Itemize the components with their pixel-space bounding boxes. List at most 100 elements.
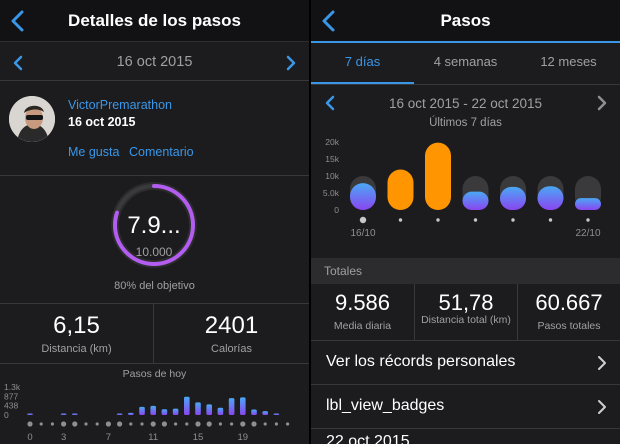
gauge-progress-arc — [113, 184, 195, 266]
page-title: Detalles de los pasos — [68, 11, 241, 30]
totals-section-header: Totales — [311, 258, 620, 284]
day-marker — [436, 218, 440, 222]
x-end-label: 22/10 — [575, 228, 600, 239]
x-tick-label: 19 — [238, 432, 249, 443]
username-link[interactable]: VictorPremarathon — [68, 98, 172, 112]
x-tick-label: 3 — [61, 432, 66, 443]
hourly-bar — [184, 396, 190, 415]
hourly-bar — [273, 413, 280, 415]
hour-marker — [27, 421, 33, 427]
hourly-chart-title: Pasos de hoy — [122, 368, 187, 380]
daily-step-bar — [500, 186, 526, 210]
daily-average-label: Media diaria — [333, 320, 392, 332]
daily-step-bar — [537, 186, 564, 210]
hourly-bar — [150, 405, 156, 415]
total-distance-label: Distancia total (km) — [421, 314, 511, 326]
x-tick-label: 7 — [106, 432, 111, 443]
daily-step-bar — [425, 142, 451, 210]
hourly-bar — [206, 404, 212, 415]
hour-marker — [140, 422, 144, 426]
steps-summary-screen: Pasos 7 días 4 semanas 12 meses 16 oct 2… — [311, 0, 620, 444]
distance-value: 6,15 — [53, 312, 100, 339]
hourly-bar — [116, 413, 123, 415]
hour-marker — [161, 421, 167, 427]
calories-value: 2401 — [204, 312, 259, 339]
daily-step-bar — [462, 191, 489, 210]
calories-label: Calorías — [211, 343, 252, 355]
hour-marker — [105, 421, 111, 427]
hour-marker — [185, 422, 189, 426]
previous-day-chevron-icon[interactable] — [10, 55, 26, 71]
daily-step-bar — [387, 169, 414, 210]
comment-button[interactable]: Comentario — [129, 145, 194, 159]
x-start-label: 16/10 — [350, 228, 375, 239]
hour-marker — [230, 422, 234, 426]
hourly-bar — [139, 406, 145, 415]
divider — [517, 284, 518, 340]
tab-7-days[interactable]: 7 días — [344, 54, 381, 69]
day-marker — [586, 218, 590, 222]
gauge-goal-value: 10.000 — [135, 245, 173, 259]
personal-records-row[interactable]: Ver los récords personales — [311, 340, 620, 384]
date-range: 16 oct 2015 - 22 oct 2015 — [388, 96, 543, 111]
daily-step-bar — [575, 198, 601, 210]
gauge-step-value: 7.9... — [127, 212, 181, 239]
daily-step-bar — [350, 183, 376, 210]
hourly-bar — [195, 402, 201, 415]
daily-average-value: 9.586 — [334, 290, 391, 315]
hourly-bar — [262, 411, 268, 415]
next-range-chevron-icon[interactable] — [594, 95, 610, 111]
y-tick-label: 0 — [334, 205, 339, 215]
header-bar: Pasos — [311, 0, 620, 42]
hour-marker — [251, 421, 257, 427]
active-tab-indicator — [311, 82, 414, 84]
next-date-row[interactable]: 22 oct 2015 — [326, 433, 410, 444]
y-tick-label: 20k — [325, 137, 339, 147]
hour-marker — [286, 422, 290, 426]
header-accent-line — [311, 41, 620, 43]
hour-marker — [117, 421, 123, 427]
totals-label: Totales — [324, 264, 363, 278]
tab-12-months[interactable]: 12 meses — [540, 54, 597, 69]
like-button[interactable]: Me gusta — [68, 145, 120, 159]
hourly-bar — [217, 407, 224, 415]
hourly-bar — [60, 413, 67, 415]
distance-label: Distancia (km) — [41, 343, 112, 355]
x-tick-label: 11 — [148, 432, 158, 443]
y-tick-label: 0 — [4, 410, 9, 420]
hour-marker — [50, 422, 55, 426]
hourly-bar — [240, 397, 246, 415]
view-badges-row[interactable]: lbl_view_badges — [311, 384, 620, 428]
hourly-bar — [72, 413, 78, 415]
avatar[interactable] — [9, 96, 55, 142]
weekly-steps-chart[interactable]: 20k 15k 10k 5.0k 0 16/10 22/10 — [311, 134, 620, 242]
divider — [414, 284, 415, 340]
hour-marker — [129, 422, 133, 426]
step-goal-gauge[interactable] — [106, 177, 202, 273]
hourly-bar — [27, 413, 33, 415]
hour-marker — [218, 422, 222, 426]
page-title: Pasos — [440, 11, 491, 30]
x-tick-label: 0 — [27, 432, 32, 443]
hour-marker — [206, 421, 212, 427]
back-chevron-icon[interactable] — [4, 6, 32, 36]
back-chevron-icon[interactable] — [315, 6, 343, 36]
hourly-bar — [172, 408, 179, 415]
day-marker — [398, 218, 403, 222]
divider — [0, 363, 309, 364]
day-marker — [473, 218, 478, 222]
tab-4-weeks[interactable]: 4 semanas — [433, 54, 498, 69]
previous-range-chevron-icon[interactable] — [322, 95, 338, 111]
x-tick-label: 15 — [193, 432, 204, 443]
step-details-screen: Detalles de los pasos 16 oct 2015 Victor… — [0, 0, 309, 444]
chevron-right-icon — [598, 400, 606, 414]
hour-marker — [174, 422, 178, 426]
next-day-chevron-icon[interactable] — [283, 55, 299, 71]
day-marker — [359, 216, 367, 224]
hourly-bar — [161, 409, 168, 415]
hour-marker — [274, 422, 278, 426]
header-bar: Detalles de los pasos — [0, 0, 309, 42]
hour-marker — [39, 422, 43, 426]
range-subtitle: Últimos 7 días — [429, 117, 502, 129]
